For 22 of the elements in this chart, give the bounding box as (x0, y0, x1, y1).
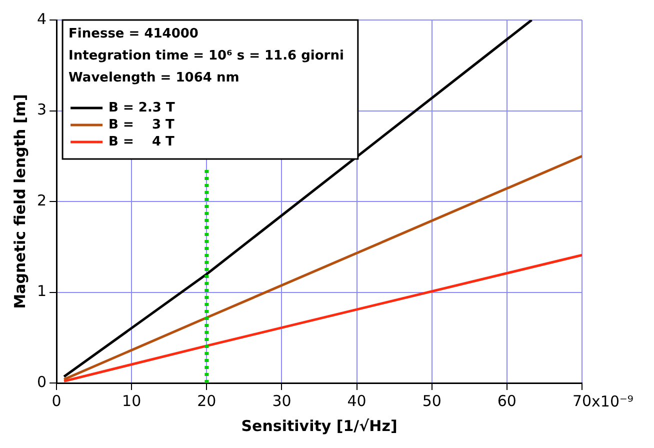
text: x10⁻⁹ (592, 392, 634, 410)
legend-label: B = 3 T (108, 117, 175, 132)
annotation: Finesse = 414000 (68, 26, 198, 42)
x-axis-title: Sensitivity [1/√Hz] (241, 416, 398, 435)
x-tick-label: 70 (572, 392, 592, 410)
x-tick-label: 40 (347, 392, 366, 410)
y-tick-label: 4 (36, 10, 47, 28)
legend-label: B = 4 T (108, 134, 175, 150)
x-tick-label: 0 (52, 392, 62, 410)
annotation: Wavelength = 1064 nm (68, 70, 240, 86)
y-tick-label: 3 (36, 100, 47, 119)
x-tick-label: 10 (122, 392, 142, 410)
y-tick-label: 2 (36, 191, 47, 210)
x-tick-label: 30 (272, 392, 292, 410)
x-tick-label: 50 (422, 392, 442, 410)
y-tick-label: 0 (36, 372, 47, 391)
x-tick-label: 60 (497, 392, 516, 410)
x-tick-label: 20 (197, 392, 216, 410)
y-tick-label: 1 (36, 282, 47, 300)
legend-label: B = 2.3 T (108, 100, 175, 116)
y-axis-title: Magnetic field length [m] (10, 94, 29, 309)
annotation: Integration time = 10⁶ s = 11.6 giorni (68, 48, 344, 64)
